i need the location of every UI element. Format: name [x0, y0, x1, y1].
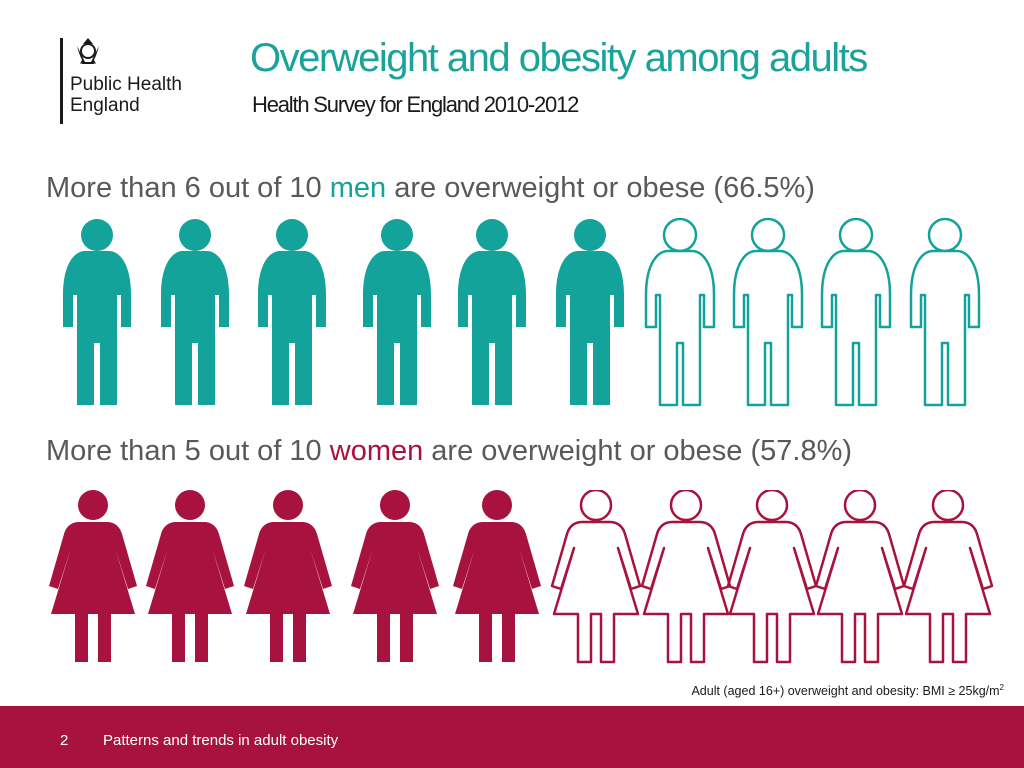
logo-divider — [60, 38, 63, 124]
royal-crest-icon — [77, 38, 99, 64]
woman-outline-woman-icon — [550, 490, 642, 664]
man-filled-man-icon — [161, 219, 229, 405]
women-pictogram-row — [49, 490, 994, 664]
man-outline-man-icon — [732, 217, 804, 407]
women-headline-suffix: are overweight or obese (57.8%) — [423, 435, 853, 467]
men-headline-prefix: More than 6 out of 10 — [46, 172, 330, 204]
woman-outline-woman-icon — [640, 490, 732, 664]
man-outline-man-icon — [644, 217, 716, 407]
man-outline-man-icon — [820, 217, 892, 407]
woman-outline-woman-icon — [726, 490, 818, 664]
men-headline-suffix: are overweight or obese (66.5%) — [386, 172, 815, 204]
woman-filled-woman-icon — [244, 490, 332, 662]
man-filled-man-icon — [458, 219, 526, 405]
logo-line-2: England — [70, 95, 140, 116]
men-highlight: men — [329, 172, 387, 204]
slide-title: Overweight and obesity among adults — [250, 36, 868, 80]
man-filled-man-icon — [63, 219, 131, 405]
phe-logo: Public Health England — [60, 36, 220, 126]
women-highlight: women — [329, 435, 424, 467]
bmi-footnote: Adult (aged 16+) overweight and obesity:… — [691, 683, 1004, 698]
man-filled-man-icon — [363, 219, 431, 405]
footer-title: Patterns and trends in adult obesity — [103, 732, 339, 749]
footnote-superscript: 2 — [999, 683, 1004, 692]
woman-filled-woman-icon — [453, 490, 541, 662]
footer-bar: 2 Patterns and trends in adult obesity — [0, 706, 1024, 768]
men-pictogram-row — [63, 217, 981, 407]
woman-outline-woman-icon — [902, 490, 994, 664]
slide-number: 2 — [60, 732, 69, 749]
woman-filled-woman-icon — [49, 490, 137, 662]
logo-wordmark: Public Health England — [70, 74, 182, 116]
woman-filled-woman-icon — [146, 490, 234, 662]
woman-outline-woman-icon — [814, 490, 906, 664]
woman-filled-woman-icon — [351, 490, 439, 662]
men-headline: More than 6 out of 10 men are overweight… — [46, 172, 815, 205]
women-headline-prefix: More than 5 out of 10 — [46, 435, 330, 467]
footnote-text: Adult (aged 16+) overweight and obesity:… — [691, 684, 1000, 699]
logo-line-1: Public Health — [70, 74, 182, 95]
man-outline-man-icon — [909, 217, 981, 407]
man-filled-man-icon — [258, 219, 326, 405]
slide-subtitle: Health Survey for England 2010-2012 — [252, 92, 579, 117]
man-filled-man-icon — [556, 219, 624, 405]
women-headline: More than 5 out of 10 women are overweig… — [46, 435, 852, 468]
